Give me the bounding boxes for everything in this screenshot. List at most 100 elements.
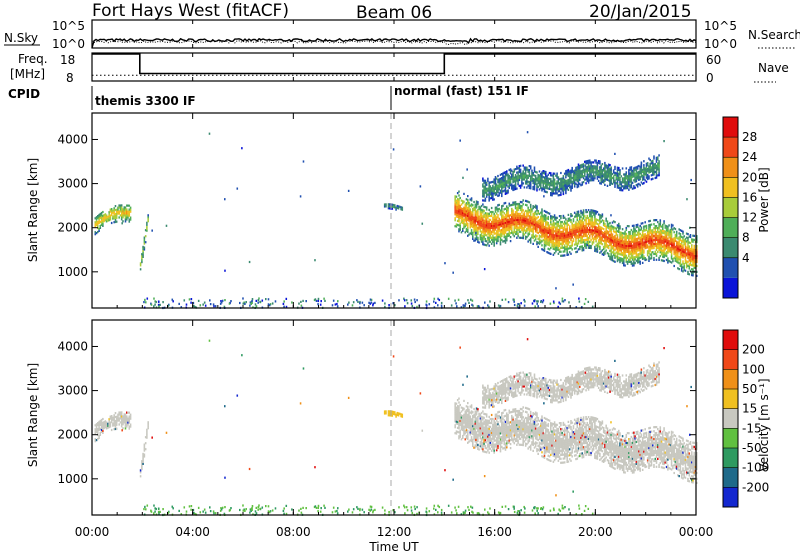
velocity-echo-cell xyxy=(464,412,467,415)
power-echo-cell xyxy=(625,171,628,174)
power-echo-cell xyxy=(560,232,562,236)
power-echo-cell xyxy=(670,247,673,250)
power-echo-cell xyxy=(641,168,644,171)
power-echo-cell xyxy=(524,231,527,234)
velocity-echo-cell xyxy=(397,414,400,417)
power-echo-cell xyxy=(592,169,595,172)
velocity-echo-cell xyxy=(141,468,143,471)
power-echo-cell xyxy=(595,173,597,176)
power-echo-cell xyxy=(498,229,500,232)
power-echo-cell xyxy=(592,221,595,224)
power-echo-cell xyxy=(621,244,624,247)
power-echo-cell xyxy=(648,236,650,239)
power-echo-cell xyxy=(675,260,678,263)
power-echo-cell xyxy=(472,304,474,307)
power-echo-cell xyxy=(482,185,484,188)
power-echo-cell xyxy=(625,238,628,241)
power-echo-cell xyxy=(465,212,468,215)
power-echo-cell xyxy=(514,223,517,226)
power-echo-cell xyxy=(665,233,668,236)
power-echo-cell xyxy=(638,229,640,232)
power-echo-cell xyxy=(557,224,560,228)
velocity-echo-cell xyxy=(475,407,478,410)
power-colorbar-step-3 xyxy=(723,217,738,238)
power-echo-cell xyxy=(636,245,639,248)
power-echo-cell xyxy=(580,184,582,187)
power-echo-cell xyxy=(528,221,531,224)
power-echo-cell xyxy=(522,227,524,230)
power-echo-cell xyxy=(614,221,616,224)
power-echo-cell xyxy=(640,242,643,245)
power-echo-cell xyxy=(629,246,631,250)
power-echo-cell xyxy=(456,209,459,213)
power-echo-cell xyxy=(562,185,565,188)
velocity-echo-cell xyxy=(475,437,478,440)
power-echo-cell xyxy=(513,231,516,234)
velocity-echo-cell xyxy=(95,425,98,428)
velocity-echo-cell xyxy=(394,413,396,416)
power-echo-cell xyxy=(526,186,528,189)
power-echo-cell xyxy=(389,207,391,210)
power-echo-cell xyxy=(556,184,558,187)
power-echo-cell xyxy=(620,257,623,260)
velocity-echo-cell xyxy=(469,415,472,418)
power-echo-cell xyxy=(475,231,477,234)
power-echo-cell xyxy=(660,231,663,234)
power-echo-cell xyxy=(551,192,553,195)
power-echo-cell xyxy=(596,165,599,168)
power-echo-cell xyxy=(693,246,696,249)
power-echo-cell xyxy=(475,220,478,223)
power-echo-cell xyxy=(477,216,479,220)
power-echo-cell xyxy=(682,248,684,251)
power-echo-cell xyxy=(109,210,112,213)
power-echo-cell xyxy=(638,237,640,240)
power-echo-cell xyxy=(499,243,502,246)
power-echo-cell xyxy=(465,216,468,219)
power-echo-cell xyxy=(597,213,600,216)
power-echo-cell xyxy=(124,218,127,221)
power-echo-cell xyxy=(680,249,683,252)
power-echo-cell xyxy=(543,186,546,189)
power-echo-cell xyxy=(624,244,626,247)
power-echo-cell xyxy=(550,231,552,234)
power-echo-cell xyxy=(537,300,539,303)
power-echo-cell xyxy=(640,181,643,184)
power-echo-cell xyxy=(616,248,619,251)
power-echo-cell xyxy=(606,166,609,170)
power-echo-cell xyxy=(625,242,628,245)
power-echo-cell xyxy=(555,232,557,235)
power-echo-cell xyxy=(570,213,572,216)
power-echo-cell xyxy=(563,250,566,253)
power-echo-cell xyxy=(524,180,527,183)
power-echo-cell xyxy=(609,241,611,244)
power-echo-cell xyxy=(503,216,506,219)
power-echo-cell xyxy=(592,171,595,174)
power-echo-cell xyxy=(638,227,640,230)
power-echo-cell xyxy=(495,193,498,196)
power-echo-cell xyxy=(664,224,667,227)
power-echo-cell xyxy=(609,167,611,171)
power-echo-cell xyxy=(680,229,683,232)
power-echo-cell xyxy=(616,180,619,183)
power-echo-cell xyxy=(514,221,517,224)
power-echo-cell xyxy=(573,183,576,186)
power-echo-cell xyxy=(618,222,620,225)
power-echo-cell xyxy=(401,206,404,209)
power-echo-cell xyxy=(479,214,482,217)
power-echo-cell xyxy=(302,160,305,163)
power-echo-cell xyxy=(639,228,641,232)
power-echo-cell xyxy=(483,268,486,271)
power-echo-cell xyxy=(455,215,458,218)
power-echo-cell xyxy=(558,215,561,218)
power-echo-cell xyxy=(552,247,555,250)
power-echo-cell xyxy=(542,219,545,222)
power-echo-cell xyxy=(653,223,655,226)
power-echo-cell xyxy=(585,220,587,224)
power-echo-cell xyxy=(672,238,674,241)
power-echo-cell xyxy=(562,242,565,245)
velocity-echo-cell xyxy=(465,423,468,426)
power-echo-cell xyxy=(575,237,577,240)
velocity-echo-cell xyxy=(474,422,477,425)
power-echo-cell xyxy=(611,225,614,228)
power-echo-cell xyxy=(499,177,502,180)
